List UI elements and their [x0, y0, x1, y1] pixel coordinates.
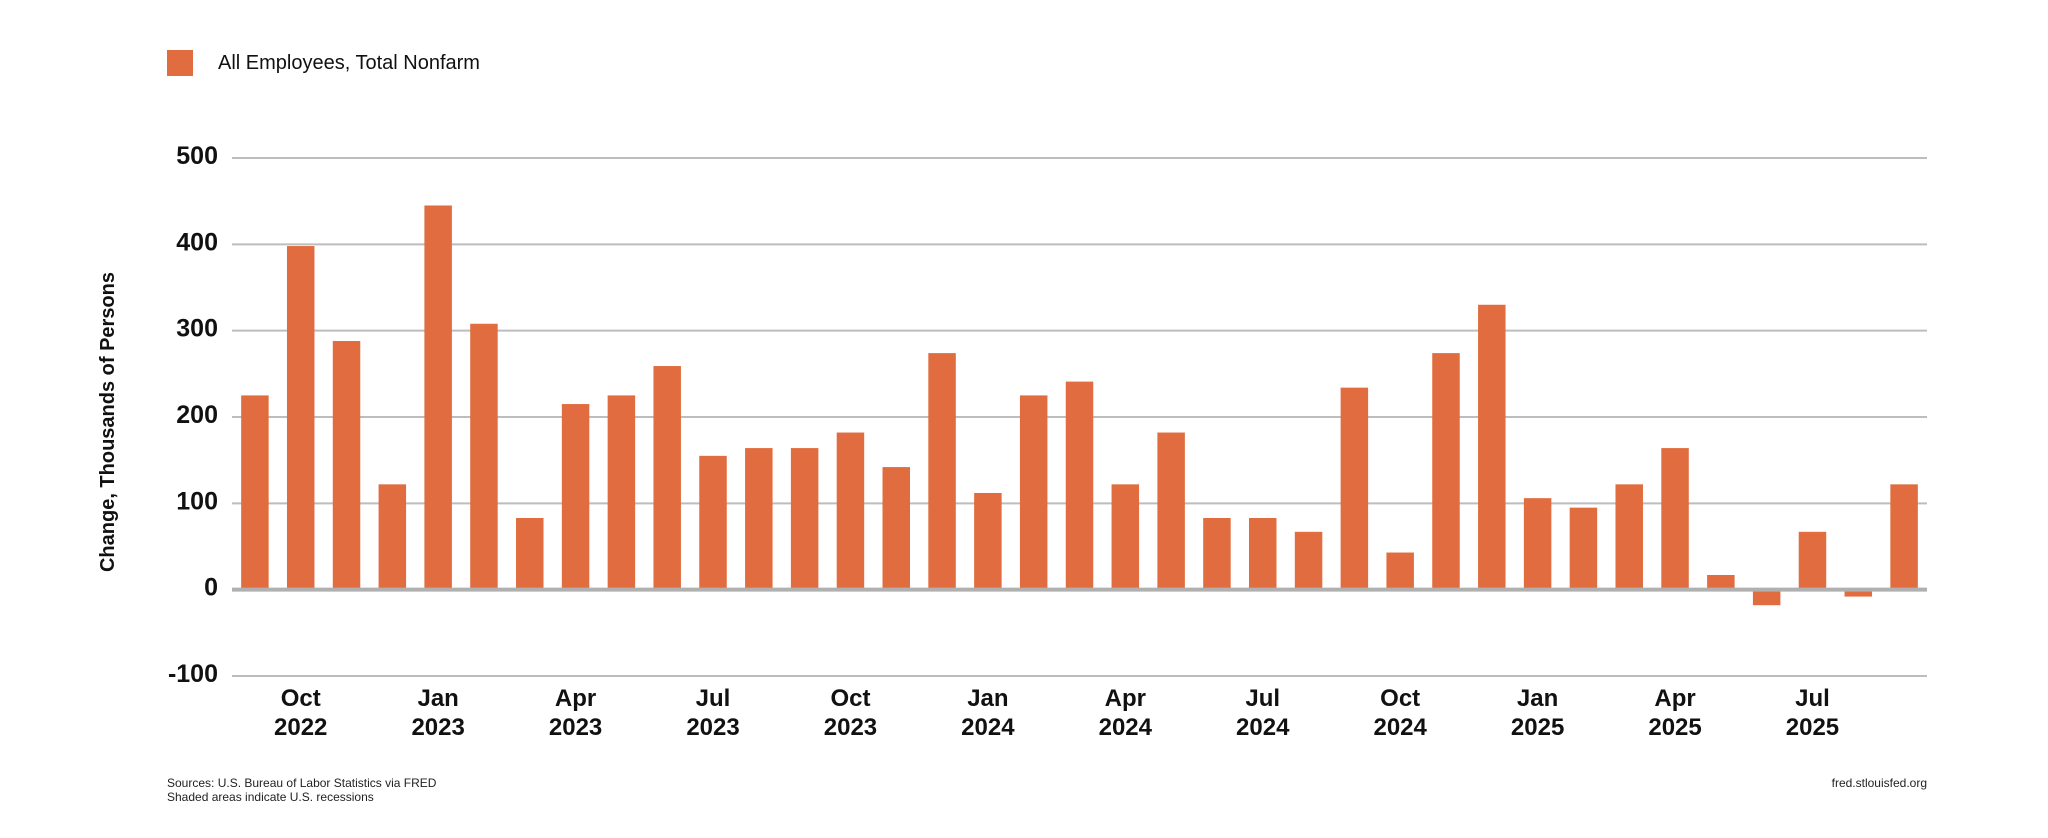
x-tick-month: Jan	[967, 685, 1008, 712]
bar-2023-11	[882, 467, 910, 590]
bar-2024-06	[1203, 518, 1231, 590]
bar-2025-08	[1844, 589, 1873, 597]
bar-2025-01	[1523, 498, 1552, 590]
bar-2023-06	[653, 366, 681, 590]
bar-2023-05	[607, 395, 636, 590]
y-tick-label: 400	[176, 228, 218, 256]
bar-2023-10	[836, 432, 865, 590]
y-tick-label: 500	[176, 142, 218, 170]
bar-2023-03	[516, 518, 544, 590]
x-tick-year: 2025	[1786, 714, 1839, 741]
footer-site: fred.stlouisfed.org	[1832, 776, 1927, 790]
bar-2024-05	[1157, 432, 1185, 590]
bar-2022-09	[241, 395, 269, 590]
bar-2024-12	[1478, 304, 1506, 590]
x-tick-year: 2023	[411, 714, 464, 741]
bar-2022-10	[286, 246, 315, 590]
bar-2025-06	[1752, 589, 1781, 606]
bars	[241, 205, 1918, 606]
bar-2023-12	[928, 353, 956, 590]
bar-2025-05	[1707, 574, 1735, 590]
x-tick-month: Jan	[417, 685, 458, 712]
footer-sources: Sources: U.S. Bureau of Labor Statistics…	[167, 776, 437, 790]
bar-2024-07	[1249, 518, 1277, 590]
bar-2024-02	[1019, 395, 1048, 590]
x-tick-month: Jul	[1245, 685, 1280, 712]
bar-2025-02	[1569, 507, 1598, 590]
x-tick-year: 2023	[824, 714, 877, 741]
bar-2022-11	[332, 341, 361, 590]
x-tick-year: 2025	[1648, 714, 1701, 741]
bar-2023-09	[790, 448, 819, 590]
bar-2024-01	[974, 492, 1002, 590]
x-tick-year: 2024	[1236, 714, 1290, 741]
x-tick-month: Apr	[555, 685, 596, 712]
y-tick-label: 300	[176, 315, 218, 343]
y-tick-label: 200	[176, 401, 218, 429]
x-tick-year: 2023	[549, 714, 602, 741]
bar-2022-12	[378, 484, 407, 590]
bar-2025-04	[1661, 448, 1689, 590]
x-tick-month: Jul	[1795, 685, 1830, 712]
bar-2025-07	[1798, 531, 1827, 590]
bar-2023-07	[699, 455, 727, 590]
x-tick-year: 2024	[1373, 714, 1427, 741]
legend: All Employees, Total Nonfarm	[167, 50, 480, 76]
x-tick-year: 2022	[274, 714, 327, 741]
bar-2023-08	[745, 448, 773, 590]
x-tick-year: 2024	[1099, 714, 1153, 741]
y-axis-label: Change, Thousands of Persons	[97, 272, 119, 572]
x-tick-month: Jul	[696, 685, 731, 712]
y-tick-label: 100	[176, 487, 218, 515]
x-tick-month: Apr	[1654, 685, 1695, 712]
bar-2023-01	[424, 205, 452, 590]
bar-2024-04	[1111, 484, 1140, 590]
bar-2025-03	[1615, 484, 1643, 590]
bar-2024-11	[1432, 353, 1460, 590]
legend-swatch	[167, 50, 193, 76]
legend-label: All Employees, Total Nonfarm	[218, 52, 480, 74]
bar-2023-02	[470, 323, 498, 590]
bar-2023-04	[561, 404, 590, 590]
y-tick-label: 0	[204, 574, 218, 602]
x-tick-month: Apr	[1105, 685, 1146, 712]
footer-recessions-note: Shaded areas indicate U.S. recessions	[167, 790, 374, 804]
x-tick-year: 2025	[1511, 714, 1564, 741]
x-axis-ticks: Oct2022Jan2023Apr2023Jul2023Oct2023Jan20…	[274, 685, 1839, 741]
bar-2025-09	[1890, 484, 1918, 590]
x-tick-month: Jan	[1517, 685, 1558, 712]
bar-2024-03	[1065, 381, 1094, 590]
x-tick-month: Oct	[1380, 685, 1420, 712]
x-tick-month: Oct	[830, 685, 870, 712]
y-axis-ticks: 500 400 300 200 100 0 -100	[168, 142, 218, 688]
y-tick-label: -100	[168, 660, 218, 688]
x-tick-year: 2024	[961, 714, 1015, 741]
x-tick-year: 2023	[686, 714, 739, 741]
bar-2024-10	[1386, 552, 1414, 590]
bar-2024-09	[1340, 387, 1369, 590]
x-tick-month: Oct	[281, 685, 321, 712]
bar-2024-08	[1294, 531, 1323, 590]
